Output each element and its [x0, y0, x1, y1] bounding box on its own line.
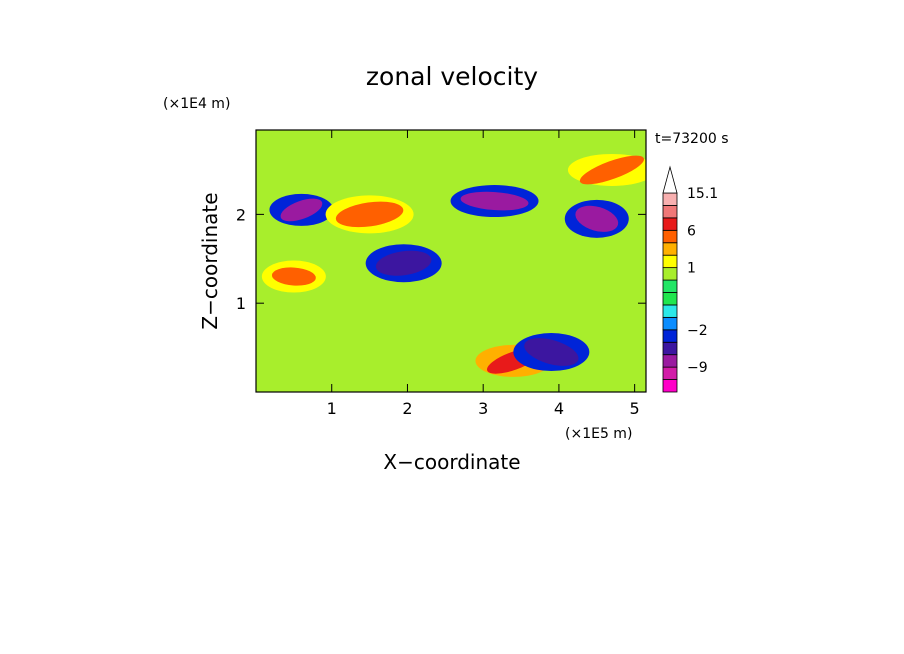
y-tick-label: 1 [236, 294, 246, 313]
colorbar-band [662, 366, 678, 380]
time-label: t=73200 s [655, 131, 729, 147]
y-axis-label: Z−coordinate [198, 192, 222, 329]
colorbar-band [662, 304, 678, 318]
x-tick-label: 1 [327, 399, 337, 418]
x-axis: 1 2 3 4 5 [327, 130, 640, 418]
x-unit-label: (×1E5 m) [565, 426, 632, 442]
colorbar-band [662, 279, 678, 293]
x-tick-label: 3 [478, 399, 488, 418]
field-contour [375, 250, 432, 276]
colorbar-band [662, 205, 678, 219]
colorbar: 15.1 6 1 −2 −9 [662, 165, 718, 393]
field-contour [575, 205, 619, 232]
field-contour [335, 201, 404, 228]
colorbar-band [662, 379, 678, 393]
x-axis-label: X−coordinate [383, 450, 520, 474]
velocity-field [256, 130, 646, 392]
colorbar-band [662, 316, 678, 331]
colorbar-band [662, 329, 678, 343]
plot-frame [255, 129, 647, 393]
colorbar-tick-label: 15.1 [687, 186, 718, 202]
colorbar-tick-label: 1 [687, 261, 696, 277]
colorbar-tick-label: −2 [687, 323, 708, 339]
x-tick-label: 2 [402, 399, 412, 418]
colorbar-band [662, 192, 678, 206]
field-contour [280, 198, 323, 222]
x-tick-label: 5 [630, 399, 640, 418]
colorbar-band [662, 341, 678, 356]
colorbar-band [662, 354, 678, 368]
colorbar-extend-arrow [662, 165, 678, 194]
y-axis: 12 [236, 205, 646, 313]
colorbar-tick-label: −9 [687, 360, 708, 376]
colorbar-band [662, 292, 678, 306]
y-unit-label: (×1E4 m) [163, 96, 230, 112]
colorbar-tick-label: 6 [687, 223, 696, 239]
field-contour [579, 155, 645, 185]
colorbar-band [662, 242, 678, 256]
colorbar-band [662, 217, 678, 231]
field-contour [271, 267, 316, 286]
x-tick-label: 4 [554, 399, 564, 418]
chart-title: zonal velocity [366, 62, 538, 91]
field-contour [524, 338, 579, 366]
colorbar-band [662, 229, 678, 244]
colorbar-band [662, 267, 678, 281]
field-contour [460, 191, 529, 211]
colorbar-band [662, 254, 678, 269]
y-tick-label: 2 [236, 205, 246, 224]
